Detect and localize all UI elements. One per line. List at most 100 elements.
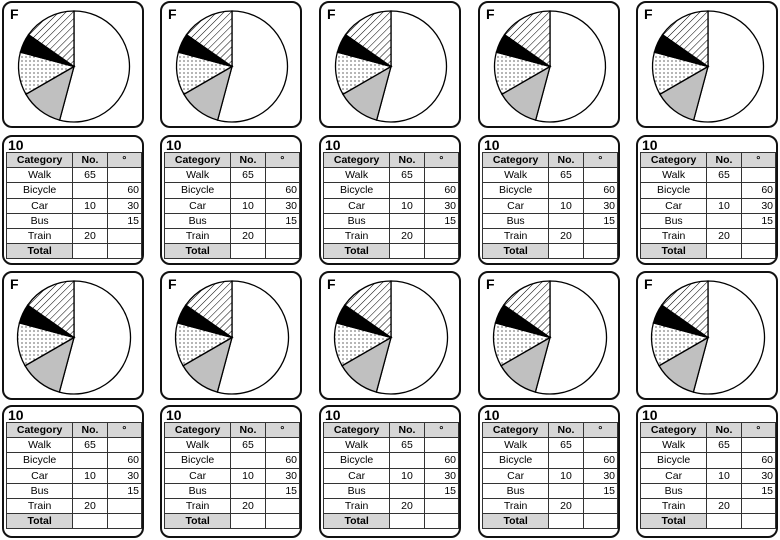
degree-cell[interactable] [423,227,459,245]
number-cell[interactable] [230,182,266,199]
degree-cell[interactable]: 60 [582,452,618,469]
number-cell[interactable]: 65 [706,437,742,454]
degree-cell[interactable]: 30 [740,197,776,214]
degree-cell[interactable] [106,437,142,454]
number-cell[interactable]: 65 [72,437,108,454]
number-cell[interactable]: 10 [548,197,584,214]
degree-cell[interactable]: 60 [106,452,142,469]
number-cell[interactable] [230,243,266,260]
number-cell[interactable] [389,212,425,229]
number-cell[interactable]: 65 [548,167,584,184]
number-cell[interactable]: 20 [72,497,108,515]
degree-cell[interactable] [740,243,776,260]
degree-cell[interactable] [106,167,142,184]
degree-cell[interactable] [740,513,776,530]
degree-cell[interactable] [582,513,618,530]
degree-cell[interactable]: 15 [264,482,300,499]
degree-cell[interactable]: 30 [264,197,300,214]
number-cell[interactable]: 10 [389,197,425,214]
number-cell[interactable]: 20 [230,497,266,515]
degree-cell[interactable]: 30 [740,467,776,484]
number-cell[interactable] [389,243,425,260]
number-cell[interactable]: 10 [72,197,108,214]
number-cell[interactable] [72,513,108,530]
number-cell[interactable]: 10 [706,197,742,214]
number-cell[interactable] [548,212,584,229]
degree-cell[interactable] [264,513,300,530]
number-cell[interactable]: 20 [230,227,266,245]
degree-cell[interactable] [582,437,618,454]
number-cell[interactable] [706,452,742,469]
number-cell[interactable]: 65 [230,167,266,184]
number-cell[interactable] [230,513,266,530]
number-cell[interactable] [548,182,584,199]
degree-cell[interactable]: 15 [740,482,776,499]
degree-cell[interactable]: 60 [423,182,459,199]
number-cell[interactable] [706,212,742,229]
number-cell[interactable]: 20 [706,497,742,515]
number-cell[interactable] [389,452,425,469]
degree-cell[interactable] [582,167,618,184]
number-cell[interactable] [706,513,742,530]
number-cell[interactable] [548,513,584,530]
number-cell[interactable]: 65 [389,437,425,454]
degree-cell[interactable]: 60 [264,182,300,199]
degree-cell[interactable]: 30 [264,467,300,484]
degree-cell[interactable] [264,437,300,454]
degree-cell[interactable] [423,437,459,454]
degree-cell[interactable]: 15 [582,482,618,499]
number-cell[interactable]: 10 [389,467,425,484]
number-cell[interactable] [72,452,108,469]
number-cell[interactable] [72,243,108,260]
degree-cell[interactable] [582,243,618,260]
number-cell[interactable] [389,182,425,199]
number-cell[interactable] [548,452,584,469]
degree-cell[interactable]: 15 [423,212,459,229]
degree-cell[interactable]: 60 [106,182,142,199]
degree-cell[interactable] [740,227,776,245]
number-cell[interactable]: 20 [72,227,108,245]
degree-cell[interactable]: 30 [423,467,459,484]
degree-cell[interactable] [423,513,459,530]
degree-cell[interactable] [264,497,300,515]
degree-cell[interactable] [106,513,142,530]
degree-cell[interactable]: 60 [264,452,300,469]
number-cell[interactable] [72,182,108,199]
degree-cell[interactable]: 30 [582,467,618,484]
degree-cell[interactable]: 15 [106,482,142,499]
degree-cell[interactable] [264,243,300,260]
degree-cell[interactable]: 60 [740,182,776,199]
degree-cell[interactable] [423,167,459,184]
degree-cell[interactable]: 30 [106,197,142,214]
number-cell[interactable] [706,243,742,260]
degree-cell[interactable]: 30 [423,197,459,214]
degree-cell[interactable] [106,497,142,515]
number-cell[interactable]: 10 [230,467,266,484]
degree-cell[interactable]: 15 [423,482,459,499]
number-cell[interactable]: 20 [548,227,584,245]
number-cell[interactable] [230,452,266,469]
degree-cell[interactable] [264,167,300,184]
degree-cell[interactable]: 30 [106,467,142,484]
number-cell[interactable]: 10 [230,197,266,214]
degree-cell[interactable]: 30 [582,197,618,214]
number-cell[interactable] [389,513,425,530]
number-cell[interactable]: 65 [389,167,425,184]
number-cell[interactable] [706,482,742,499]
degree-cell[interactable] [106,243,142,260]
number-cell[interactable]: 10 [706,467,742,484]
number-cell[interactable]: 65 [72,167,108,184]
number-cell[interactable] [706,182,742,199]
degree-cell[interactable]: 15 [264,212,300,229]
number-cell[interactable]: 10 [548,467,584,484]
number-cell[interactable]: 20 [389,497,425,515]
number-cell[interactable]: 20 [706,227,742,245]
degree-cell[interactable] [582,227,618,245]
degree-cell[interactable] [264,227,300,245]
degree-cell[interactable] [740,167,776,184]
number-cell[interactable] [72,482,108,499]
number-cell[interactable]: 20 [548,497,584,515]
degree-cell[interactable] [423,243,459,260]
number-cell[interactable]: 10 [72,467,108,484]
number-cell[interactable] [548,482,584,499]
